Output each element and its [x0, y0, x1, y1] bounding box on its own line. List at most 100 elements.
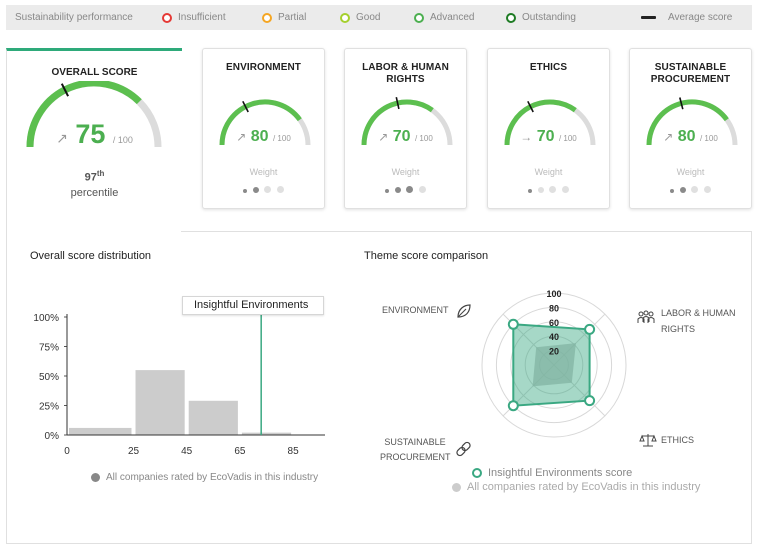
weight-dot [264, 186, 272, 193]
percentile-suffix: th [96, 169, 105, 178]
radar-axis-ethics: ETHICS [661, 435, 695, 445]
theme-score: ↗ 70 / 100 [345, 128, 466, 146]
radar-ring-label: 60 [549, 318, 559, 328]
trend-icon: ↗ [378, 130, 389, 144]
weight-dot [394, 187, 401, 193]
weight-dot [691, 186, 699, 193]
distribution-bar [69, 427, 132, 435]
gauge-fill [219, 99, 302, 146]
company-point [584, 323, 596, 335]
legend-title: Sustainability performance [15, 12, 133, 23]
industry-radar-dot-icon [452, 482, 461, 492]
partial-dot-icon [262, 12, 272, 23]
y-tick-label: 25% [39, 402, 59, 413]
weight-dot [679, 187, 686, 193]
trend-icon: ↗ [236, 130, 247, 144]
legend-item-average: Average score [641, 12, 732, 23]
weight-dot [549, 186, 557, 193]
average-marker [395, 97, 400, 110]
outstanding-dot-icon [506, 12, 516, 23]
theme-title: ENVIRONMENT [226, 62, 301, 73]
weight-dot [528, 189, 533, 193]
trend-icon: ↗ [663, 130, 674, 144]
theme-score: → 70 / 100 [488, 128, 609, 146]
radar-axis-labor-human-rights: LABOR & HUMAN RIGHTS [661, 308, 736, 334]
radar-axis-sustainable-procurement: SUSTAINABLE PROCUREMENT [380, 437, 451, 462]
overall-score-value: ↗ 75 / 100 [7, 119, 182, 150]
score-number: 80 [677, 128, 696, 145]
panel-divider [181, 231, 752, 232]
company-point [507, 318, 519, 330]
legend-item-insufficient: Insufficient [162, 12, 226, 23]
radar-axis-environment: ENVIRONMENT [382, 305, 449, 315]
radar-ring [481, 292, 627, 438]
score-max: / 100 [414, 134, 433, 143]
distribution-bar [188, 400, 238, 435]
company-point [507, 400, 519, 412]
company-dot-icon [472, 468, 482, 478]
industry-dot-icon [91, 473, 100, 482]
theme-card-sustainable-procurement[interactable]: SUSTAINABLE PROCUREMENT ↗ 80 / 100 Weigh… [629, 48, 752, 209]
distribution-legend-label: All companies rated by EcoVadis in this … [106, 472, 319, 483]
weight-dot [561, 186, 569, 193]
weight-dot [703, 186, 711, 193]
legend-label: Outstanding [522, 12, 576, 23]
good-dot-icon [340, 12, 350, 23]
x-tick-label: 65 [234, 446, 246, 457]
overall-score-card[interactable]: OVERALL SCORE ↗ 75 / 100 97th percentile [6, 48, 182, 232]
trend-icon: → [520, 130, 533, 144]
y-tick-label: 0% [45, 431, 60, 442]
theme-gauge [219, 99, 311, 146]
legend-item-outstanding: Outstanding [506, 12, 576, 23]
distribution-chart: 0%25%50%75%100%025456585100 [33, 313, 325, 457]
score-max: / 100 [272, 134, 291, 143]
weight-dot [385, 189, 390, 193]
score-max: / 100 [112, 135, 133, 145]
theme-card-environment[interactable]: ENVIRONMENT ↗ 80 / 100 Weight [202, 48, 325, 209]
weight-indicator [630, 180, 751, 198]
legend-label: Good [356, 12, 381, 23]
distribution-bar [135, 370, 185, 435]
legend-label: Insufficient [178, 12, 226, 23]
radar-ring-label: 20 [549, 347, 559, 357]
average-marker [242, 100, 249, 113]
theme-gauge [361, 97, 453, 146]
radar-ring-label: 100 [546, 289, 561, 299]
overall-gauge [26, 81, 162, 148]
distribution-bar [241, 432, 292, 435]
distribution-title: Overall score distribution [30, 250, 152, 262]
y-tick-label: 75% [39, 343, 59, 354]
score-number: 70 [536, 128, 555, 145]
x-tick-label: 45 [181, 446, 193, 457]
theme-card-ethics[interactable]: ETHICS → 70 / 100 Weight [487, 48, 610, 209]
score-max: / 100 [699, 134, 718, 143]
theme-title: SUSTAINABLE PROCUREMENT [650, 62, 731, 85]
weight-dot [252, 187, 259, 193]
theme-radar-chart: 100 80 60 40 20 [481, 289, 627, 438]
score-number: 80 [250, 128, 269, 145]
legend-item-partial: Partial [262, 12, 306, 23]
average-marker [527, 100, 534, 113]
x-tick-label: 0 [64, 446, 70, 457]
legend-label: Advanced [430, 12, 475, 23]
weight-dot [276, 186, 284, 193]
percentile-label: percentile [70, 187, 119, 199]
weight-dot [406, 186, 414, 193]
weight-label: Weight [676, 167, 705, 177]
scales-icon [639, 434, 657, 447]
industry-polygon [532, 343, 576, 387]
y-tick-label: 100% [33, 313, 59, 324]
legend-label: Partial [278, 12, 307, 23]
comparison-title: Theme score comparison [364, 250, 489, 262]
leaf-icon [457, 304, 471, 318]
radar-ring [524, 335, 584, 395]
theme-title: LABOR & HUMAN RIGHTS [362, 62, 449, 85]
weight-indicator [345, 180, 466, 198]
percentile-number: 97 [84, 171, 97, 184]
y-tick-label: 50% [39, 372, 59, 383]
theme-gauge [646, 97, 738, 146]
theme-card-labor-human-rights[interactable]: LABOR & HUMAN RIGHTS ↗ 70 / 100 Weight [344, 48, 467, 209]
weight-label: Weight [534, 167, 563, 177]
legend-item-advanced: Advanced [414, 12, 474, 23]
weight-dot [418, 186, 426, 193]
